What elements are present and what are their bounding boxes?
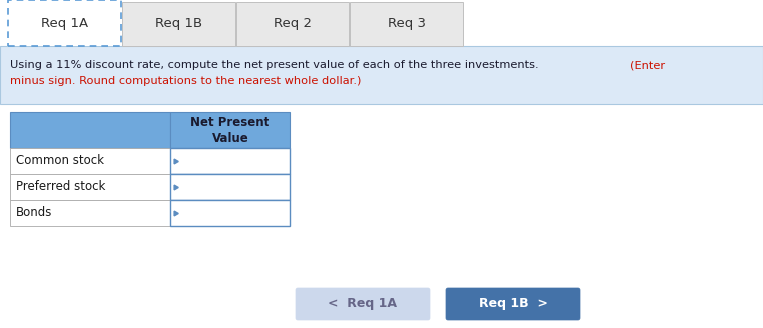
- Text: Req 1A: Req 1A: [41, 16, 88, 30]
- FancyBboxPatch shape: [296, 288, 430, 320]
- Text: Using a 11% discount rate, compute the net present value of each of the three in: Using a 11% discount rate, compute the n…: [10, 60, 542, 70]
- Bar: [10, 174, 170, 200]
- Bar: [350, 2, 463, 46]
- Text: Bonds: Bonds: [16, 207, 53, 219]
- Bar: [170, 200, 290, 226]
- Bar: [10, 148, 170, 174]
- Bar: [170, 112, 290, 148]
- Bar: [8, 0, 121, 46]
- Bar: [10, 200, 170, 226]
- Text: <  Req 1A: < Req 1A: [329, 297, 398, 311]
- Bar: [10, 112, 170, 148]
- FancyBboxPatch shape: [446, 288, 580, 320]
- Text: Req 1B: Req 1B: [155, 16, 202, 30]
- Bar: [0, 46, 763, 104]
- Bar: [122, 2, 235, 46]
- Text: minus sign. Round computations to the nearest whole dollar.): minus sign. Round computations to the ne…: [10, 76, 362, 86]
- Text: Req 2: Req 2: [273, 16, 311, 30]
- Text: Preferred stock: Preferred stock: [16, 180, 105, 194]
- Text: Net Present
Value: Net Present Value: [191, 115, 269, 145]
- Text: Req 3: Req 3: [388, 16, 426, 30]
- Bar: [236, 2, 349, 46]
- Text: (Enter: (Enter: [630, 60, 665, 70]
- Bar: [170, 174, 290, 200]
- Text: Req 1B  >: Req 1B >: [478, 297, 547, 311]
- Text: Common stock: Common stock: [16, 154, 104, 168]
- Bar: [170, 148, 290, 174]
